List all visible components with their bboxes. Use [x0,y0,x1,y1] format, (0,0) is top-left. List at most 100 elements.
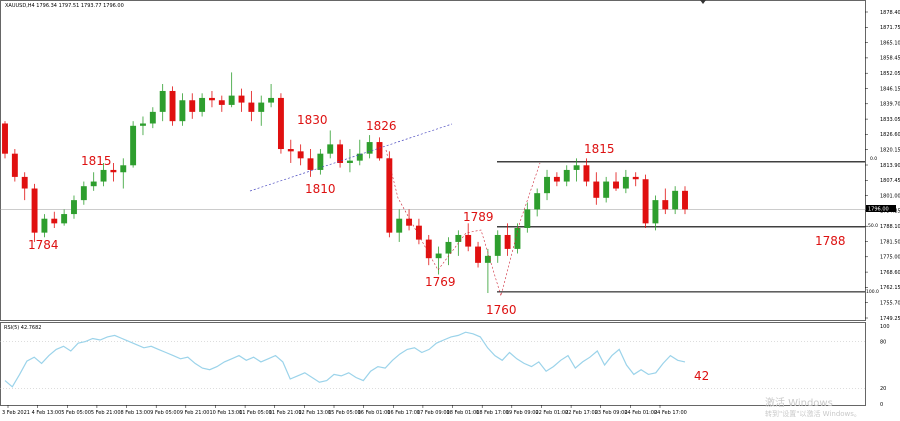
candle-body [258,102,265,112]
candle-body [2,123,8,154]
time-tick-label: 9 Feb 21:00 [180,410,210,416]
activation-watermark-title: 激活 Windows [765,396,833,409]
annotation-1810: 1810 [305,182,336,196]
rsi-line [4,331,686,388]
time-tick-label: 17 Feb 09:00 [417,410,450,416]
activation-watermark-subtitle: 转到"设置"以激活 Windows。 [765,409,861,418]
time-tick-label: 16 Feb 01:00 [358,410,391,416]
annotation-1789: 1789 [463,210,494,224]
price-tick-label: 1788.10 [880,224,900,230]
time-tick-label: 23 Feb 09:00 [595,410,628,416]
time-tick-label: 12 Feb 13:00 [298,410,331,416]
candle-body [632,176,639,180]
time-tick-label: 16 Feb 17:00 [387,410,420,416]
candle-body [613,181,619,189]
price-tick-label: 1762.15 [880,285,900,291]
candle-body [277,97,284,150]
candle-body [317,153,324,170]
candle-body [435,253,442,259]
candle-body [386,158,393,233]
candle-body [622,176,629,189]
rsi-panel-frame [0,322,866,406]
rsi-last-value: 42 [694,369,709,383]
price-tick-label: 1858.45 [880,56,900,62]
candle-body [149,111,156,124]
candle-body [662,200,669,210]
candle-body [199,97,206,112]
time-tick-label: 5 Feb 21:00 [91,410,121,416]
candle-body [337,144,344,163]
price-tick-label: 1807.45 [880,178,900,184]
annotation-1784: 1784 [28,238,59,252]
annotation-1769: 1769 [425,275,456,289]
candle-body [672,190,679,210]
candle-body [51,218,58,224]
candle-body [563,169,570,182]
candle-body [21,176,28,189]
candle-body [11,153,18,177]
candle-body [455,234,462,242]
time-tick-label: 8 Feb 13:00 [121,410,151,416]
candle-body [209,97,215,101]
candle-body [228,95,235,105]
candle-body [41,218,48,233]
annotation-1826: 1826 [366,119,397,133]
price-tick-label: 1781.50 [880,239,900,245]
current-price-box [866,205,896,212]
candle-body [682,190,688,210]
rsi-tick-label: 0 [880,402,883,408]
candle-body [268,97,275,103]
candle-body [248,102,255,112]
time-axis: 3 Feb 2021 4 Feb 13:00 5 Feb 05:00 5 Feb 21… [2,405,687,416]
candle-body [484,255,491,263]
candle-body [169,90,176,122]
fib-label-0: 0.0 [870,156,877,162]
price-tick-label: 1865.10 [880,40,900,46]
time-tick-label: 9 Feb 05:00 [150,410,180,416]
time-tick-label: 3 Feb 2021 [2,410,30,416]
time-tick-label: 11 Feb 21:00 [269,410,302,416]
annotation-1830: 1830 [297,113,328,127]
candle-body [159,90,166,112]
price-tick-label: 1820.15 [880,148,900,154]
candle-body [71,200,77,215]
candle-body [287,149,294,152]
candle-body [356,153,363,161]
support-trendline [249,123,453,192]
time-tick-label: 5 Feb 05:00 [61,410,91,416]
decline-zigzag [385,149,541,298]
price-tick-label: 1846.15 [880,86,900,92]
time-tick-label: 22 Feb 17:00 [565,410,598,416]
fib-label-50: 50.0 [868,223,878,229]
time-tick-label: 15 Feb 05:00 [328,410,361,416]
candle-body [406,218,413,226]
scroll-marker-icon[interactable] [700,0,706,4]
candle-body [593,181,600,198]
candle-body [307,158,314,170]
candle-body [573,165,580,170]
candle-body [583,165,590,182]
time-tick-label: 4 Feb 13:00 [32,410,62,416]
candle-body [297,151,304,159]
candle-body [110,169,117,173]
candle-body [80,186,87,201]
price-tick-label: 1871.75 [880,25,900,31]
rsi-tick-label: 100 [880,324,890,330]
price-tick-label: 1755.70 [880,301,900,307]
candle-body [327,144,334,154]
candle-body [603,181,610,198]
price-tick-label: 1768.60 [880,270,900,276]
price-tick-label: 1878.40 [880,10,900,16]
price-tick-label: 1839.70 [880,102,900,108]
time-tick-label: 18 Feb 17:00 [476,410,509,416]
candle-body [140,123,146,126]
candle-body [524,209,531,228]
time-tick-label: 24 Feb 17:00 [654,410,687,416]
time-tick-label: 10 Feb 13:00 [209,410,242,416]
candle-body [425,239,432,259]
candle-body [61,214,68,224]
price-tick-label: 1852.05 [880,71,900,77]
candle-body [120,165,127,173]
price-tick-label: 1833.05 [880,117,900,123]
